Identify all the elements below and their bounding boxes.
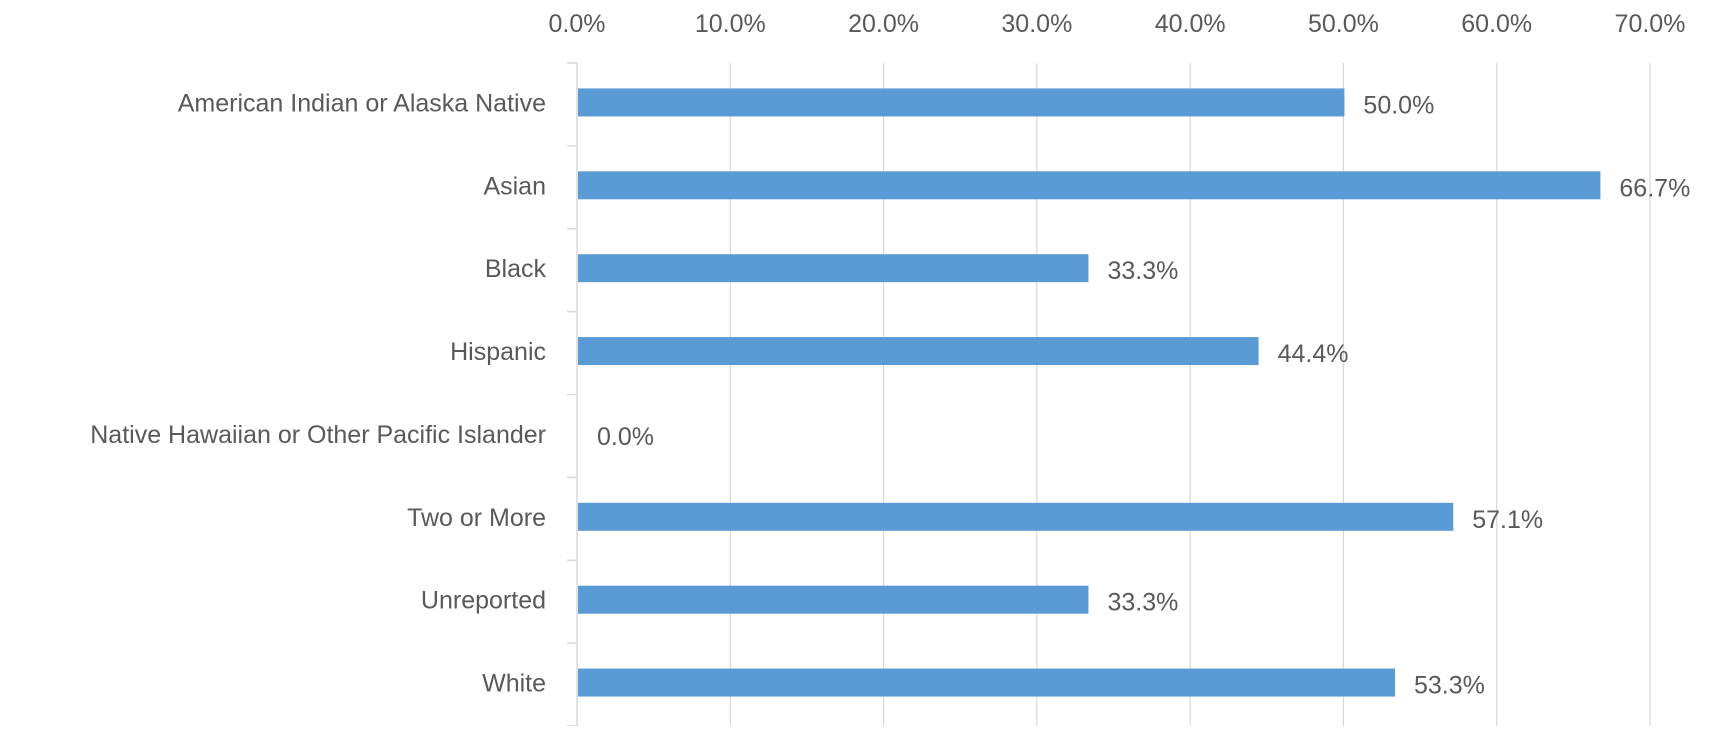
bar	[578, 337, 1259, 365]
category-label: White	[482, 670, 546, 698]
gridlines	[730, 63, 1650, 726]
category-label: Native Hawaiian or Other Pacific Islande…	[90, 421, 546, 449]
bar	[578, 171, 1600, 199]
value-tick-label: 60.0%	[1461, 10, 1532, 38]
category-labels: American Indian or Alaska Native Asian Bla…	[90, 89, 546, 697]
value-tick-label: 10.0%	[695, 10, 766, 38]
data-label: 53.3%	[1414, 672, 1485, 700]
category-label: Two or More	[407, 504, 546, 532]
data-label: 57.1%	[1472, 506, 1543, 534]
bars	[578, 88, 1600, 696]
data-label: 33.3%	[1107, 257, 1178, 285]
value-axis-tick-labels: 0.0% 10.0% 20.0% 30.0% 40.0% 50.0% 60.0% 70.0%	[549, 10, 1686, 38]
bar	[578, 503, 1453, 531]
data-label: 66.7%	[1619, 174, 1690, 202]
value-tick-label: 20.0%	[848, 10, 919, 38]
category-label: Unreported	[421, 587, 546, 615]
value-tick-label: 50.0%	[1308, 10, 1379, 38]
data-label: 50.0%	[1363, 91, 1434, 119]
bar	[578, 254, 1088, 282]
value-tick-label: 30.0%	[1001, 10, 1072, 38]
category-label: American Indian or Alaska Native	[178, 89, 546, 117]
category-label: Black	[485, 255, 547, 283]
data-label: 33.3%	[1107, 589, 1178, 617]
category-axis	[567, 63, 577, 726]
value-tick-label: 70.0%	[1615, 10, 1686, 38]
value-tick-label: 40.0%	[1155, 10, 1226, 38]
bar	[578, 586, 1088, 614]
bar	[578, 669, 1395, 697]
category-label: Asian	[483, 172, 546, 200]
value-tick-label: 0.0%	[549, 10, 606, 38]
data-label: 0.0%	[597, 423, 654, 451]
category-label: Hispanic	[450, 338, 546, 366]
bar	[578, 88, 1344, 116]
data-label: 44.4%	[1278, 340, 1349, 368]
